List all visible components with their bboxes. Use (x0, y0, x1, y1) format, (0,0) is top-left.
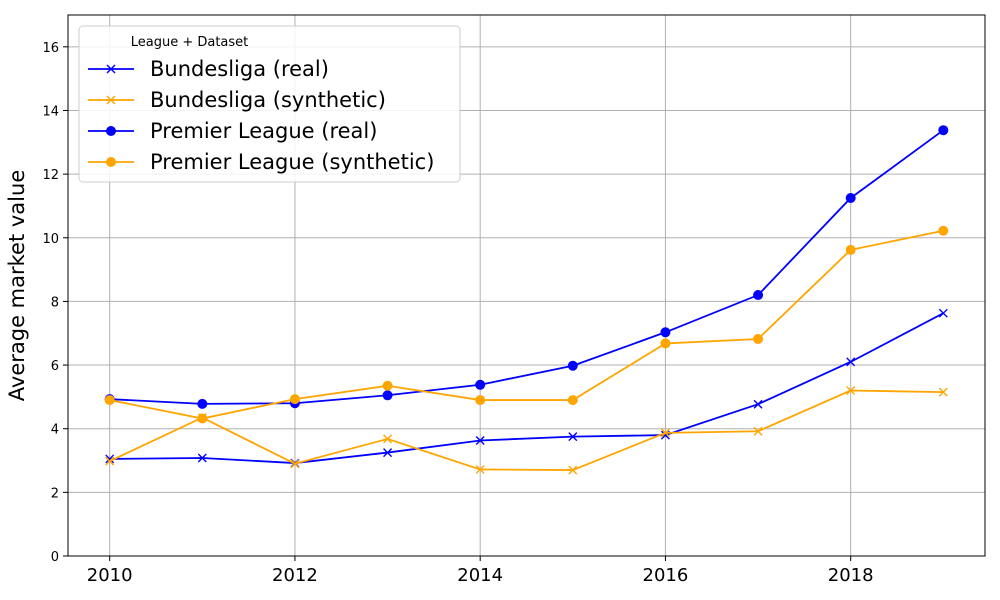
data-point (660, 428, 670, 438)
data-point (567, 360, 578, 371)
data-point (383, 448, 393, 458)
y-tick-label: 16 (42, 41, 59, 56)
legend-label: Premier League (synthetic) (150, 150, 434, 174)
data-point (938, 125, 949, 136)
x-tick-label: 2014 (457, 565, 503, 586)
data-point (567, 395, 578, 406)
data-point (475, 379, 486, 390)
series-line (109, 389, 944, 471)
y-tick-label: 2 (51, 486, 59, 501)
marker-stroke (475, 464, 485, 474)
marker-stroke (753, 426, 763, 436)
marker-stroke (753, 399, 763, 409)
marker-stroke (105, 456, 115, 466)
data-point (846, 386, 856, 396)
series-line (109, 129, 944, 405)
legend-label: Bundesliga (synthetic) (150, 88, 386, 112)
data-point (846, 357, 856, 367)
marker-stroke (475, 435, 485, 445)
x-tick-label: 2016 (643, 565, 689, 586)
legend-label: Premier League (real) (150, 119, 377, 143)
data-point (938, 308, 948, 318)
data-point (290, 459, 300, 469)
legend-entry: Premier League (synthetic) (88, 150, 434, 174)
legend-label: Bundesliga (real) (150, 57, 329, 81)
legend-marker (106, 64, 116, 74)
data-point (753, 399, 763, 409)
data-point (197, 453, 207, 463)
x-tick-label: 2012 (272, 565, 318, 586)
data-point (753, 333, 764, 344)
legend-entry: Bundesliga (synthetic) (88, 88, 386, 112)
axis-ticks: 2010 2012 2014 2016 2018 0 2 4 6 8 10 12 14 16 (42, 41, 873, 586)
data-point (105, 456, 115, 466)
data-point (753, 290, 764, 301)
marker-stroke (846, 357, 856, 367)
legend-marker (106, 126, 116, 136)
marker-stroke (938, 308, 948, 318)
data-point (105, 454, 115, 464)
y-tick-label: 12 (42, 168, 59, 183)
data-point (475, 464, 485, 474)
series-bundesliga-synthetic (105, 386, 948, 475)
data-point (197, 413, 208, 424)
x-tick-label: 2010 (87, 565, 133, 586)
marker-stroke (106, 95, 116, 105)
y-tick-label: 14 (42, 104, 59, 119)
data-point (382, 380, 393, 391)
x-tick-label: 2018 (828, 565, 874, 586)
data-point (475, 435, 485, 445)
data-point (845, 244, 856, 255)
data-point (938, 225, 949, 236)
marker-stroke (568, 465, 578, 475)
series-line (109, 312, 944, 464)
y-axis-label: Average market value (5, 170, 29, 401)
data-point (382, 390, 393, 401)
data-point (568, 465, 578, 475)
y-tick-label: 0 (51, 550, 59, 565)
data-point (568, 432, 578, 442)
data-point (475, 395, 486, 406)
data-point (938, 387, 948, 397)
plot-series (104, 125, 949, 475)
plot-frame (67, 14, 986, 557)
legend-marker (106, 95, 116, 105)
series-premier-league-synthetic (104, 225, 949, 424)
legend-box (78, 25, 461, 183)
data-point (197, 398, 208, 409)
data-point (104, 395, 115, 406)
legend-entry: Bundesliga (real) (88, 57, 329, 81)
legend-title: League + Dataset (131, 35, 249, 50)
marker-stroke (660, 428, 670, 438)
marker-stroke (568, 432, 578, 442)
data-point (660, 327, 671, 338)
marker-stroke (383, 448, 393, 458)
series-line (109, 229, 944, 420)
y-tick-label: 6 (51, 359, 59, 374)
data-point (660, 338, 671, 349)
data-point (845, 192, 856, 203)
data-point (383, 434, 393, 444)
marker-stroke (106, 64, 116, 74)
y-tick-label: 10 (42, 232, 59, 247)
marker-stroke (105, 454, 115, 464)
marker-stroke (383, 434, 393, 444)
y-tick-label: 4 (51, 423, 59, 438)
marker-stroke (197, 453, 207, 463)
legend: League + Dataset Bundesliga (real) Bundesl… (78, 25, 461, 183)
data-point (753, 426, 763, 436)
legend-marker (106, 157, 116, 167)
y-tick-label: 8 (51, 295, 59, 310)
marker-stroke (846, 386, 856, 396)
legend-entry: Premier League (real) (88, 119, 377, 143)
marker-stroke (938, 387, 948, 397)
marker-stroke (290, 459, 300, 469)
data-point (289, 394, 300, 405)
grid (68, 15, 985, 557)
